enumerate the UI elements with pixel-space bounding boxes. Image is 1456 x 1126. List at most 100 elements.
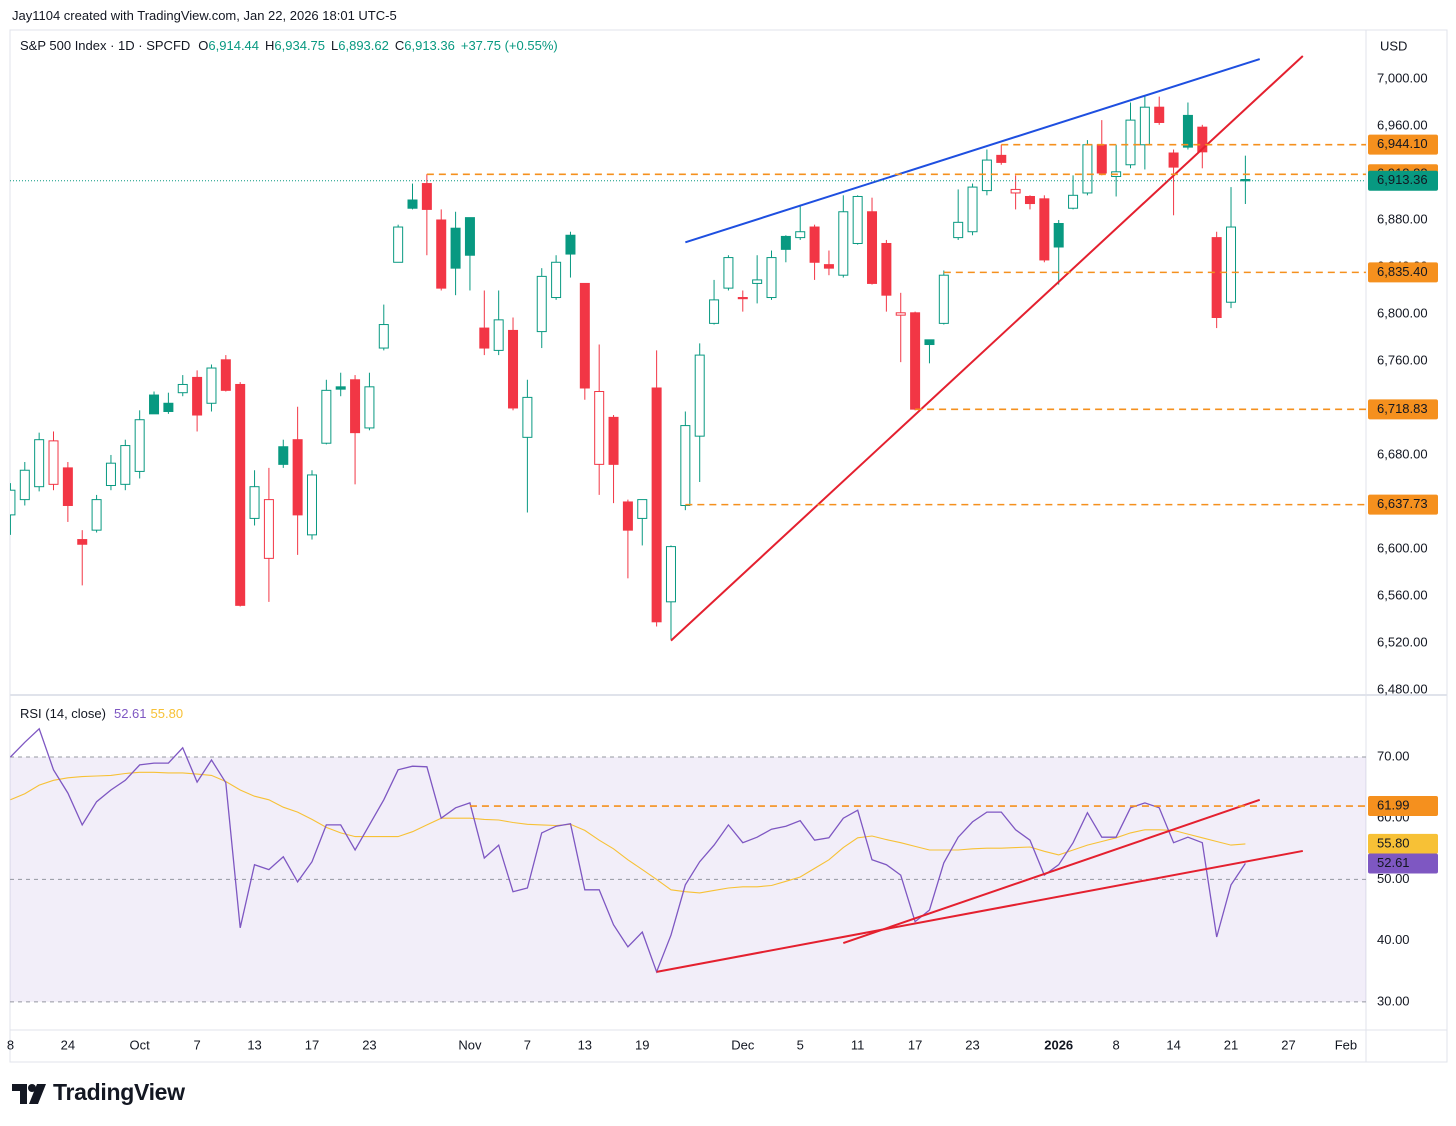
candle-body	[10, 489, 16, 516]
candle-body	[508, 329, 519, 409]
x-tick-label: Nov	[458, 1037, 482, 1052]
candle-body	[536, 275, 547, 333]
level-label-box	[1368, 134, 1438, 155]
rsi-lines	[10, 727, 1246, 974]
level-label-text: 6,637.73	[1377, 496, 1428, 511]
rsi-legend: RSI (14, close) 52.61 55.80	[20, 706, 183, 721]
x-tick-label: 13	[578, 1037, 592, 1052]
candle-body	[163, 402, 174, 412]
ohlc-key: C	[394, 38, 405, 53]
candle-body	[364, 386, 375, 429]
trend-line	[656, 849, 1304, 973]
logo-shape	[12, 1084, 27, 1104]
trend-line	[685, 58, 1261, 244]
x-tick-label: Oct	[130, 1037, 151, 1052]
candle-body	[1182, 114, 1193, 148]
currency: USD	[1380, 38, 1407, 53]
ohlc-key: O	[198, 38, 209, 53]
candle-body	[1096, 144, 1107, 174]
candle-body	[464, 217, 475, 256]
ohlc-value: 6,914.44	[208, 38, 260, 53]
x-tick-label: 19	[635, 1037, 649, 1052]
last-price-label-text: 6,913.36	[1377, 172, 1428, 187]
candle-body	[1154, 106, 1165, 123]
rsi-value: 55.80	[150, 706, 184, 721]
y-tick-label: 6,560.00	[1377, 587, 1428, 602]
candle-body	[62, 467, 73, 506]
x-tick-label: Dec	[731, 1037, 755, 1052]
y-tick-label: 7,000.00	[1377, 70, 1428, 85]
candle-body	[48, 440, 59, 485]
candle-body	[651, 387, 662, 623]
candle-body	[780, 235, 791, 250]
brand: TradingView	[53, 1079, 185, 1105]
trend-line	[842, 798, 1261, 945]
candle-body	[450, 227, 461, 269]
rsi-line	[10, 771, 1246, 894]
candle-body	[924, 339, 935, 346]
candle-body	[579, 282, 590, 389]
candle-body	[522, 396, 533, 438]
candle-body	[1068, 194, 1079, 209]
rsi-line	[10, 727, 1246, 974]
candle-body	[594, 391, 605, 465]
candle-body	[493, 319, 504, 351]
y-tick-label: 6,880.00	[1377, 211, 1428, 226]
candles	[10, 95, 1251, 640]
x-tick-label: 21	[1224, 1037, 1238, 1052]
candle-body	[795, 231, 806, 239]
x-tick-label: 23	[362, 1037, 376, 1052]
candle-body	[378, 324, 389, 349]
frame	[9, 29, 1448, 1063]
candle-body	[766, 257, 777, 299]
candle-body	[694, 354, 705, 437]
x-tick-label: 2026	[1044, 1037, 1073, 1052]
candle-body	[321, 389, 332, 444]
ohlc-value: 6,934.75	[274, 38, 326, 53]
candle-body	[881, 242, 892, 296]
candle-body	[479, 327, 490, 349]
level-label-text: 6,944.10	[1377, 136, 1428, 151]
candle-body	[723, 257, 734, 289]
candle-body	[278, 446, 289, 465]
y-tick-label: 6,520.00	[1377, 634, 1428, 649]
x-tick-label: 7	[193, 1037, 200, 1052]
candle-body	[306, 474, 317, 536]
candle-body	[249, 486, 260, 519]
x-tick-label: 17	[305, 1037, 319, 1052]
candle-body	[1240, 179, 1251, 182]
candle-body	[752, 279, 763, 284]
y-tick-label: 40.00	[1377, 932, 1410, 947]
x-tick-label: 7	[524, 1037, 531, 1052]
rsi-title: RSI (14, close)	[20, 706, 106, 721]
candle-body	[551, 261, 562, 299]
candle-body	[622, 501, 633, 531]
candle-body	[192, 376, 203, 416]
ohlc-key: H	[265, 38, 275, 53]
x-tick-label: 14	[1166, 1037, 1180, 1052]
candle-body	[19, 469, 30, 501]
ohlc-key: L	[331, 38, 339, 53]
candle-body	[680, 425, 691, 506]
candle-body	[996, 154, 1007, 163]
candle-body	[77, 539, 88, 545]
candle-body	[938, 274, 949, 324]
symbol-title: S&P 500 Index · 1D · SPCFD	[20, 38, 191, 53]
y-tick-label: 6,960.00	[1377, 117, 1428, 132]
level-label-text: 6,835.40	[1377, 264, 1428, 279]
level-label-box	[1368, 494, 1438, 515]
x-tick-label: 13	[247, 1037, 261, 1052]
last-price-label-box	[1368, 170, 1438, 191]
rsi-value: 52.61	[113, 706, 147, 721]
symbol-legend: S&P 500 Index · 1D · SPCFD O 6,914.44 H 6,9…	[20, 38, 558, 53]
y-tick-label: 6,760.00	[1377, 352, 1428, 367]
candle-body	[608, 416, 619, 465]
candle-body	[1024, 195, 1035, 205]
candle-body	[1010, 188, 1021, 194]
level-label-box	[1368, 399, 1438, 420]
candle-body	[823, 264, 834, 269]
y-tick-label: 70.00	[1377, 748, 1410, 763]
candle-body	[421, 183, 432, 210]
candle-body	[91, 499, 102, 531]
candle-body	[838, 211, 849, 276]
